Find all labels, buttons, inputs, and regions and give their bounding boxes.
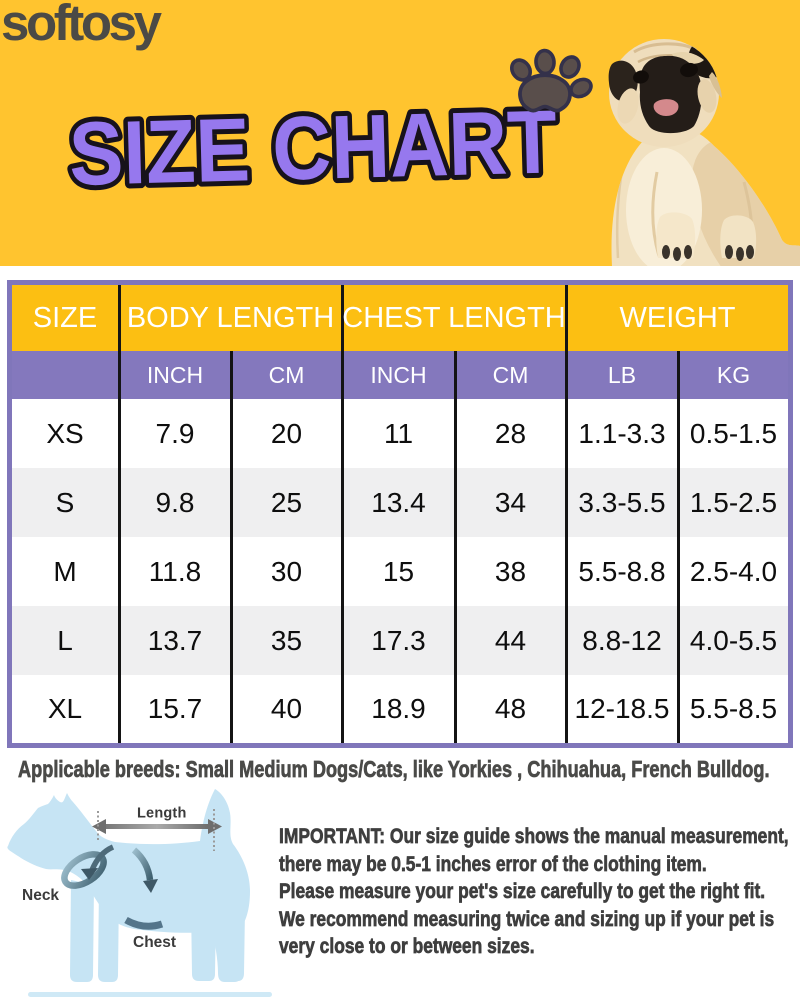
svg-text:Length: Length — [137, 806, 187, 822]
svg-text:Neck: Neck — [22, 887, 59, 904]
svg-text:SIZE CHART: SIZE CHART — [68, 92, 558, 205]
svg-text:Chest: Chest — [133, 934, 176, 951]
